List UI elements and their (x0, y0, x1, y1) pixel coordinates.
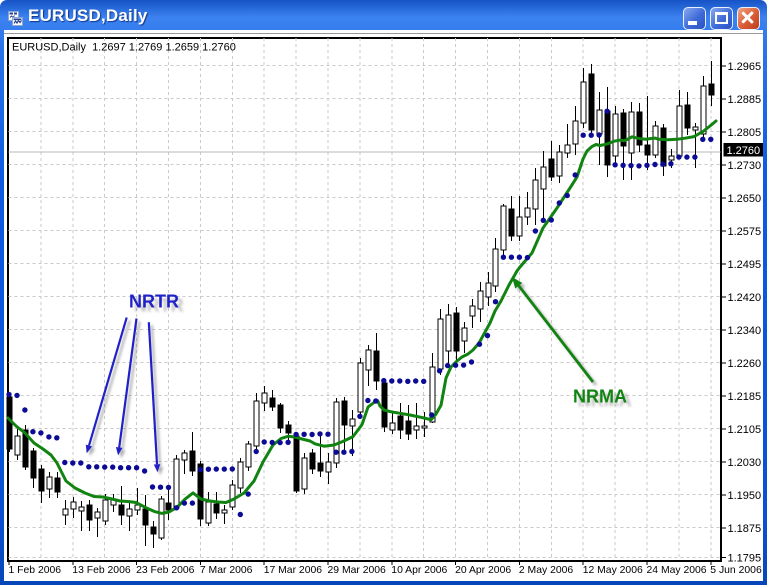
svg-text:NRMA: NRMA (573, 387, 627, 407)
svg-text:23 Feb 2006: 23 Feb 2006 (136, 565, 195, 576)
svg-text:7 Mar 2006: 7 Mar 2006 (200, 565, 253, 576)
svg-text:17 Mar 2006: 17 Mar 2006 (264, 565, 323, 576)
svg-text:5 Jun 2006: 5 Jun 2006 (710, 565, 762, 576)
svg-text:1.2340: 1.2340 (728, 325, 762, 337)
svg-text:1.2730: 1.2730 (728, 160, 762, 172)
svg-text:1.2805: 1.2805 (728, 127, 762, 139)
svg-text:1 Feb 2006: 1 Feb 2006 (9, 565, 62, 576)
svg-text:1.2030: 1.2030 (728, 457, 762, 469)
svg-text:1.2420: 1.2420 (728, 292, 762, 304)
svg-text:1.1950: 1.1950 (728, 490, 762, 502)
svg-text:1.1875: 1.1875 (728, 523, 762, 535)
svg-text:1.1795: 1.1795 (728, 552, 762, 564)
svg-text:1.2760: 1.2760 (727, 145, 761, 157)
svg-text:12 May 2006: 12 May 2006 (583, 565, 643, 576)
svg-text:EURUSD,Daily 1.2697 1.2769 1.: EURUSD,Daily 1.2697 1.2769 1.2659 1.2760 (12, 42, 236, 54)
svg-text:10 Apr 2006: 10 Apr 2006 (391, 565, 447, 576)
svg-text:2 May 2006: 2 May 2006 (519, 565, 574, 576)
svg-text:1.2575: 1.2575 (728, 226, 762, 238)
svg-text:NRMA: NRMA (578, 390, 632, 410)
svg-text:1.2185: 1.2185 (728, 391, 762, 403)
svg-text:1.2965: 1.2965 (728, 61, 762, 73)
svg-text:13 Feb 2006: 13 Feb 2006 (72, 565, 131, 576)
svg-text:24 May 2006: 24 May 2006 (647, 565, 707, 576)
svg-text:1.2105: 1.2105 (728, 424, 762, 436)
svg-text:1.2885: 1.2885 (728, 94, 762, 106)
svg-text:29 Mar 2006: 29 Mar 2006 (328, 565, 387, 576)
svg-text:1.2495: 1.2495 (728, 259, 762, 271)
svg-text:NRTR: NRTR (129, 292, 179, 312)
svg-text:20 Apr 2006: 20 Apr 2006 (455, 565, 511, 576)
svg-text:1.2260: 1.2260 (728, 358, 762, 370)
svg-text:1.2650: 1.2650 (728, 193, 762, 205)
svg-text:NRTR: NRTR (134, 295, 184, 315)
